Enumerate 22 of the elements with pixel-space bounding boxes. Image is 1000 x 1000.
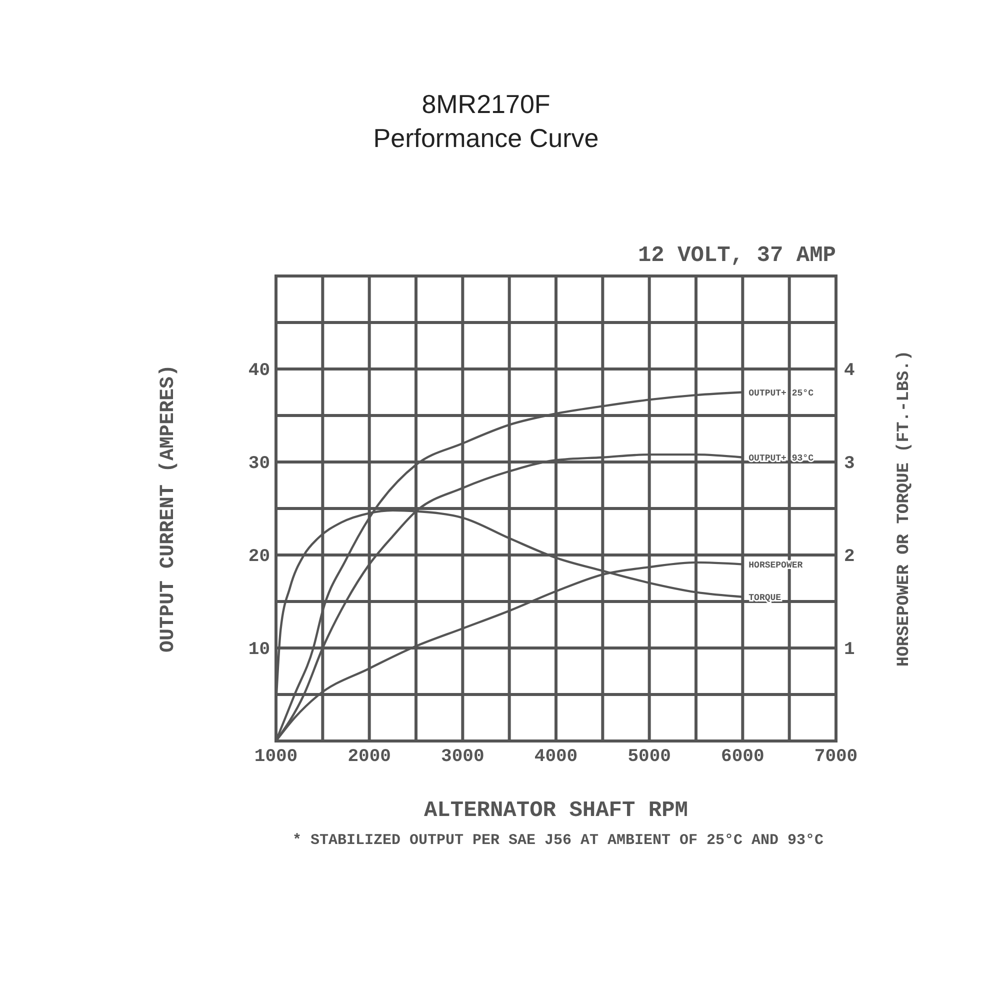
x-tick-label: 1000 bbox=[254, 747, 298, 767]
y2-tick-label: 1 bbox=[844, 640, 855, 660]
x-tick-label: 2000 bbox=[348, 747, 391, 767]
y2-tick-label: 3 bbox=[844, 454, 855, 474]
y-tick-label: 40 bbox=[248, 361, 270, 381]
x-tick-label: 7000 bbox=[814, 747, 858, 767]
y-axis-title: OUTPUT CURRENT (AMPERES) bbox=[157, 364, 180, 653]
text: * STABILIZED OUTPUT PER SAE J56 AT AMBIENT OF 25°C AND 93°C bbox=[292, 832, 824, 849]
x-tick-label: 6000 bbox=[721, 747, 764, 767]
y2-tick-label: 4 bbox=[844, 361, 855, 381]
y-tick-label: 10 bbox=[248, 640, 270, 660]
y2-axis-title: HORSEPOWER OR TORQUE (FT.-LBS.) bbox=[895, 350, 914, 667]
x-tick-label: 3000 bbox=[441, 747, 484, 767]
x-tick-label: 4000 bbox=[534, 747, 578, 767]
y-tick-label: 20 bbox=[248, 547, 270, 567]
y-tick-label: 30 bbox=[248, 454, 270, 474]
x-axis-title: ALTERNATOR SHAFT RPM bbox=[424, 798, 688, 823]
y2-tick-label: 2 bbox=[844, 547, 855, 567]
x-tick-label: 5000 bbox=[628, 747, 671, 767]
chart-subtitle: 12 VOLT, 37 AMP bbox=[638, 243, 836, 268]
series-label: OUTPUT+ 25°C bbox=[748, 388, 814, 398]
chart-title: 8MR2170F Performance Curve bbox=[373, 89, 599, 153]
